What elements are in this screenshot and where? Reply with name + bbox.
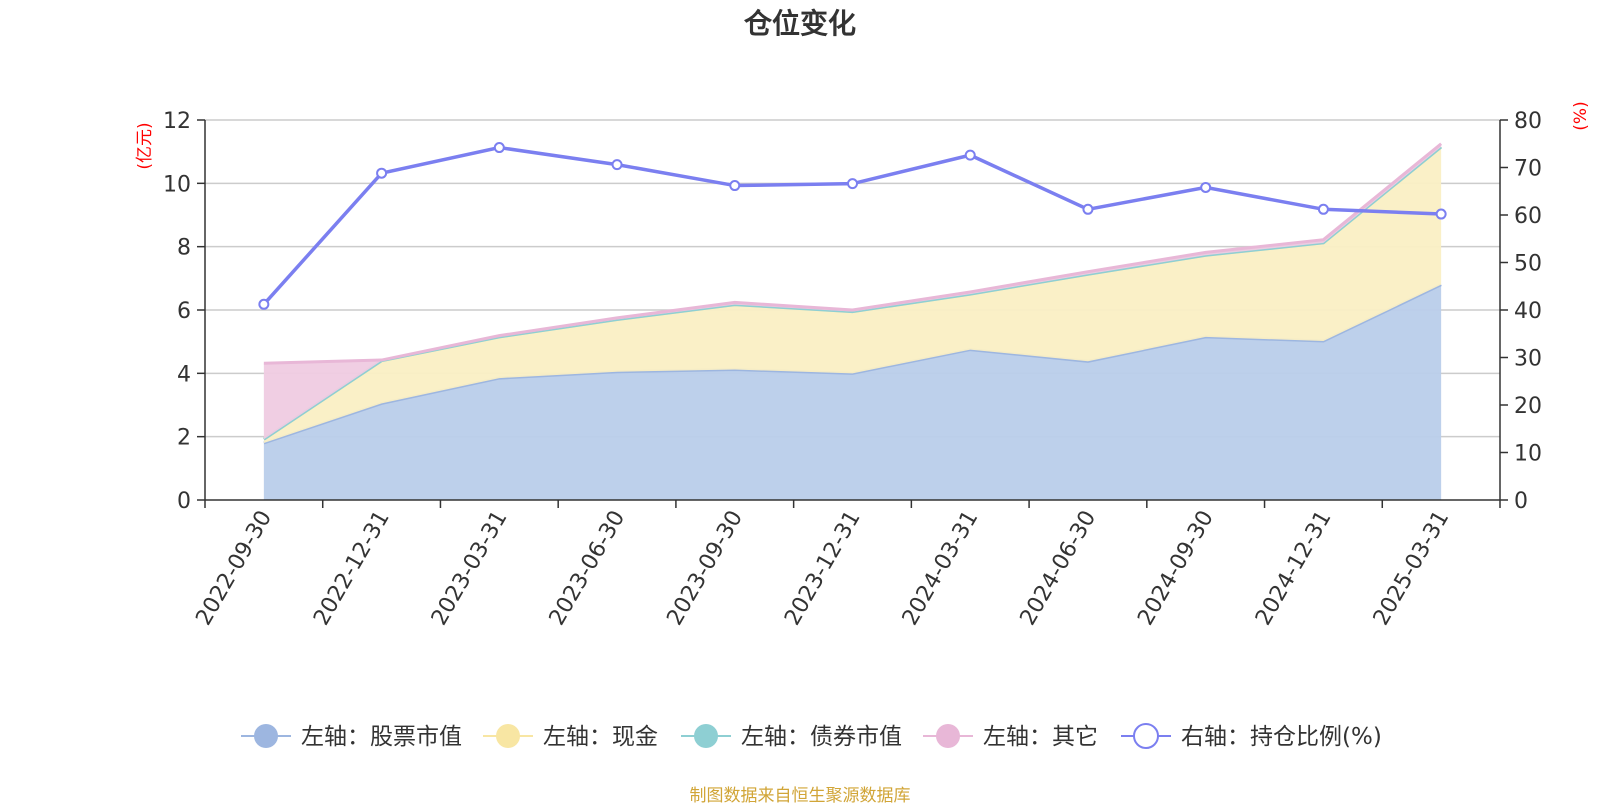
ratio-point: [493, 142, 505, 154]
legend-item[interactable]: 右轴：持仓比例(%): [1121, 723, 1382, 750]
left-axis-tick-label: 12: [163, 109, 191, 134]
legend: 左轴：股票市值 左轴：现金 左轴：债券市值 左轴：其它 右轴：持仓比例(%): [241, 723, 1382, 750]
legend-label: 左轴：现金: [543, 724, 658, 750]
stacked-areas: [263, 142, 1443, 500]
right-axis-tick-label: 40: [1514, 299, 1542, 324]
ratio-point: [1317, 203, 1329, 215]
source-note: 制图数据来自恒生聚源数据库: [689, 786, 911, 806]
legend-label: 左轴：其它: [983, 724, 1098, 750]
right-axis-tick-label: 30: [1514, 347, 1542, 372]
x-axis-tick-label: 2022-09-30: [191, 507, 277, 630]
legend-label: 右轴：持仓比例(%): [1181, 724, 1382, 750]
legend-item[interactable]: 左轴：现金: [483, 724, 658, 750]
left-axis-tick-label: 8: [177, 236, 191, 261]
left-axis-unit: (亿元): [135, 122, 155, 169]
ratio-point: [611, 159, 623, 171]
right-axis-unit: (%): [1571, 101, 1591, 130]
right-axis-tick-label: 60: [1514, 204, 1542, 229]
x-axis-tick-label: 2023-03-31: [427, 507, 513, 630]
legend-marker: [936, 724, 960, 748]
ratio-point: [1435, 208, 1447, 220]
x-axis-tick-label: 2024-06-30: [1016, 507, 1102, 630]
right-axis-tick-label: 80: [1514, 109, 1542, 134]
x-axis-tick-label: 2024-12-31: [1251, 507, 1337, 630]
legend-item[interactable]: 左轴：股票市值: [241, 724, 462, 750]
x-axis-tick-label: 2024-03-31: [898, 507, 984, 630]
left-axis-tick-label: 0: [177, 489, 191, 514]
x-axis-tick-label: 2024-09-30: [1133, 507, 1219, 630]
ratio-point: [1200, 181, 1212, 193]
legend-marker: [694, 724, 718, 748]
ratio-point: [964, 149, 976, 161]
x-axis-tick-label: 2023-09-30: [662, 507, 748, 630]
right-axis-tick-label: 70: [1514, 157, 1542, 182]
ratio-point: [1082, 203, 1094, 215]
x-axis-tick-label: 2022-12-31: [309, 507, 395, 630]
ratio-point: [847, 178, 858, 190]
chart-title: 仓位变化: [743, 7, 856, 40]
legend-item[interactable]: 左轴：其它: [923, 724, 1098, 750]
legend-marker: [496, 724, 520, 748]
series-1-area: [263, 146, 1442, 443]
ratio-point: [729, 180, 741, 192]
x-axis-tick-label: 2023-12-31: [780, 507, 866, 630]
right-axis-tick-label: 20: [1514, 394, 1542, 419]
left-axis-tick-label: 10: [163, 172, 191, 197]
ratio-line-layer: [258, 142, 1447, 310]
right-axis-tick-label: 50: [1514, 252, 1542, 277]
series-3-edge: [263, 142, 1443, 365]
left-axis-tick-label: 2: [177, 426, 191, 451]
ratio-point: [376, 167, 388, 179]
right-axis-tick-label: 0: [1514, 489, 1528, 514]
left-axis-tick-label: 4: [177, 362, 191, 387]
legend-label: 左轴：股票市值: [301, 724, 462, 750]
x-axis-tick-label: 2025-03-31: [1369, 507, 1455, 630]
left-axis-tick-label: 6: [177, 299, 191, 324]
legend-marker: [254, 724, 278, 748]
x-axis-tick-label: 2023-06-30: [545, 507, 631, 630]
ratio-point: [258, 298, 270, 310]
right-axis-tick-label: 10: [1514, 442, 1542, 467]
legend-marker: [1133, 723, 1159, 749]
legend-label: 左轴：债券市值: [741, 724, 902, 750]
series-0-area: [263, 284, 1442, 500]
legend-item[interactable]: 左轴：债券市值: [681, 724, 902, 750]
